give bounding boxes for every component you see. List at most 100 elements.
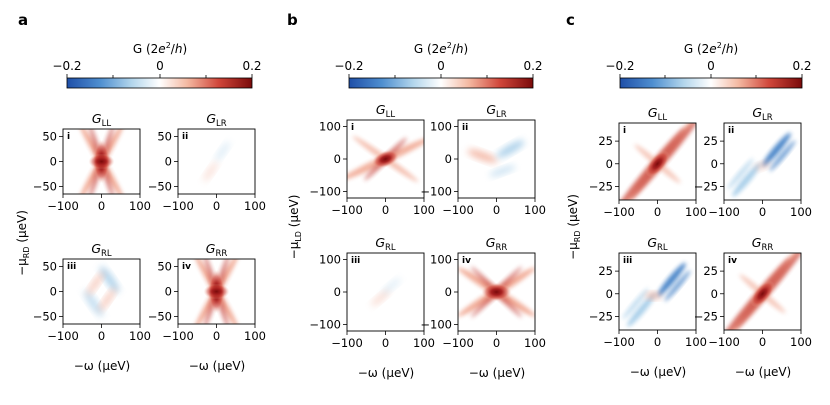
x-tick-label: 100	[413, 203, 435, 217]
y-tick-label: −25	[694, 309, 718, 323]
subplot-index: ii	[462, 123, 468, 133]
streak	[762, 132, 791, 167]
streak	[754, 161, 771, 170]
colorbar-b-ticks	[348, 74, 534, 78]
y-tick-label: 50	[157, 130, 172, 144]
heatmap-content	[619, 123, 696, 200]
x-tick-label: 100	[790, 335, 812, 349]
x-tick-label: −100	[442, 203, 474, 217]
x-tick-label: 0	[213, 199, 220, 213]
y-tick-label: 0	[50, 155, 57, 169]
subplot-title: GRL	[91, 241, 112, 259]
x-tick-label: −100	[162, 199, 194, 213]
y-tick-label: 0	[334, 285, 341, 299]
x-tick-label: 100	[244, 199, 266, 213]
colorbar-c: G (2e2/h) −0.2 0 0.2	[605, 41, 812, 89]
y-tick-label: 0	[445, 152, 452, 166]
plot-background	[458, 120, 535, 198]
ylabel-c: −μRD (μeV)	[566, 194, 582, 260]
subplot-index: iv	[728, 256, 737, 266]
subplot-index: iv	[182, 262, 191, 272]
y-tick-label: 0	[445, 285, 452, 299]
plot-background	[178, 129, 255, 194]
colorbar-b: G (2e2/h) −0.2 0 0.2	[334, 41, 543, 89]
colorbar-a-tick-min: −0.2	[52, 59, 81, 73]
heatmap-a-RL: GRL iii −100 0 100 50 0 −50	[33, 241, 151, 343]
colorbar-c-label: G (2e2/h)	[684, 41, 738, 56]
heatmap-a-RR: GRR iv −100 0 100 50 0 −50	[148, 241, 266, 343]
subplot-index: iii	[623, 256, 632, 266]
x-tick-label: 100	[244, 329, 266, 343]
x-tick-label: 100	[129, 329, 151, 343]
panel-label-a: a	[18, 11, 28, 29]
streak	[83, 290, 104, 317]
panel-label-b: b	[287, 11, 298, 29]
heatmap-content	[347, 135, 424, 183]
colorbar-a-label: G (2e2/h)	[133, 41, 187, 56]
ylabel-a: −μRD (μeV)	[15, 210, 31, 276]
heatmap-b-RL: GRL iii −100 0 100 100 0 −100	[309, 235, 435, 350]
x-tick-label: −100	[47, 199, 79, 213]
heatmap-content	[622, 262, 691, 327]
subplot-title: GLL	[376, 102, 395, 120]
peak	[372, 150, 399, 168]
x-tick-label: −100	[442, 336, 474, 350]
heatmap-content	[83, 266, 120, 317]
colorbar-c-tick-min: −0.2	[605, 59, 634, 73]
y-tick-label: −100	[309, 318, 341, 332]
x-tick-label: 0	[759, 335, 766, 349]
xlabel-a-right: −ω (μeV)	[189, 359, 246, 373]
streak	[87, 271, 104, 296]
subplot-title: GLL	[92, 111, 111, 129]
x-tick-label: 100	[524, 203, 546, 217]
streak	[371, 289, 390, 307]
y-tick-label: 0	[711, 157, 718, 171]
x-tick-label: −100	[603, 335, 635, 349]
x-tick-label: 0	[213, 329, 220, 343]
subplot-title: GLL	[648, 105, 667, 123]
streak	[732, 162, 761, 197]
colorbar-a-tick-max: 0.2	[242, 59, 261, 73]
y-tick-label: 0	[165, 155, 172, 169]
y-tick-label: 0	[50, 285, 57, 299]
x-tick-label: 100	[413, 336, 435, 350]
x-tick-label: −100	[47, 329, 79, 343]
subplot-index: i	[351, 123, 354, 133]
streak	[769, 140, 796, 172]
y-tick-label: 0	[711, 287, 718, 301]
heatmap-content	[727, 132, 796, 197]
streak	[664, 270, 691, 302]
subplot-index: iv	[462, 256, 471, 266]
peak	[88, 153, 115, 170]
heatmap-a-LR: GLR ii −100 0 100 50 0 −50	[148, 111, 266, 213]
colorbar-b-bar	[348, 77, 534, 89]
streak	[727, 158, 754, 190]
x-tick-label: 100	[129, 199, 151, 213]
x-tick-label: −100	[708, 205, 740, 219]
colorbar-a: G (2e2/h) −0.2 0 0.2	[52, 41, 262, 89]
x-tick-label: 100	[685, 335, 707, 349]
heatmap-c-RL: GRL iii −100 0 100 25 0 −25	[589, 235, 707, 349]
peak	[481, 283, 512, 301]
heatmap-content	[371, 277, 401, 307]
y-tick-label: −100	[420, 318, 452, 332]
heatmap-content	[203, 141, 230, 182]
x-tick-label: −100	[331, 336, 363, 350]
y-tick-label: 50	[157, 260, 172, 274]
x-tick-label: 0	[493, 203, 500, 217]
y-tick-label: 0	[606, 157, 613, 171]
peak	[645, 150, 670, 178]
subplot-title: GRR	[486, 235, 508, 253]
y-tick-label: 0	[165, 285, 172, 299]
x-tick-label: 0	[382, 336, 389, 350]
peak	[203, 283, 230, 300]
subplot-title: GRR	[752, 235, 774, 253]
subplot-title: GRL	[647, 235, 668, 253]
subplot-index: iii	[67, 262, 76, 272]
subplot-title: GLR	[206, 111, 226, 129]
y-tick-label: −100	[420, 185, 452, 199]
colorbar-b-tick-zero: 0	[437, 59, 445, 73]
streak	[496, 140, 525, 158]
subplot-index: iii	[351, 256, 360, 266]
